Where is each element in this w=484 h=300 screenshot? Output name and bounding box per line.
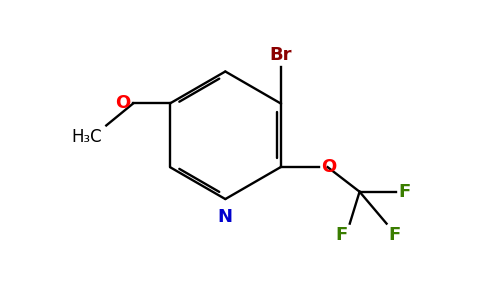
Text: F: F — [335, 226, 348, 244]
Text: O: O — [321, 158, 336, 176]
Text: N: N — [218, 208, 233, 226]
Text: Br: Br — [269, 46, 292, 64]
Text: H₃C: H₃C — [72, 128, 102, 146]
Text: F: F — [398, 183, 410, 201]
Text: O: O — [116, 94, 131, 112]
Text: F: F — [389, 226, 401, 244]
